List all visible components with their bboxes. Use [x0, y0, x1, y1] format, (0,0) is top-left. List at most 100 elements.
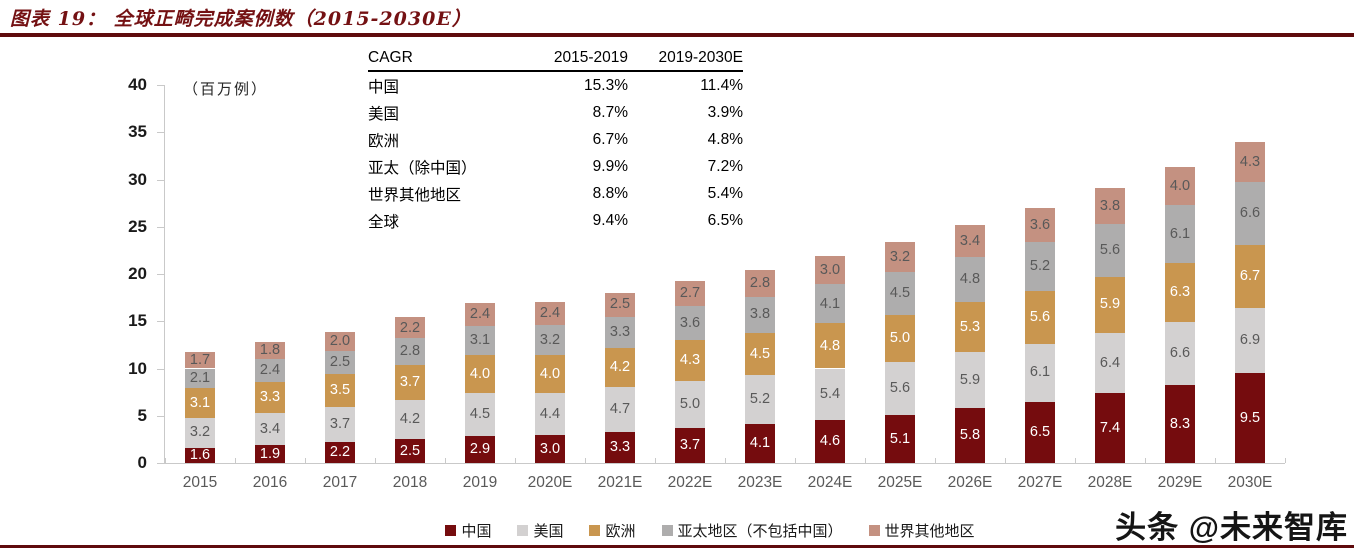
bar-segment: 4.5	[745, 332, 775, 376]
bar-segment: 3.7	[675, 428, 705, 463]
bar-segment: 5.1	[885, 414, 915, 463]
bar-segment-value: 3.2	[189, 424, 211, 441]
x-tick-mark	[655, 458, 656, 463]
x-tick-mark	[235, 458, 236, 463]
y-tick-mark	[157, 226, 164, 228]
bar-segment: 3.7	[395, 364, 425, 400]
cagr-row-label: 全球	[368, 213, 400, 231]
y-tick-label: 35	[128, 122, 147, 142]
bar-segment-value: 5.4	[819, 385, 841, 402]
legend-swatch-icon	[517, 525, 529, 536]
bar-segment-value: 4.7	[609, 401, 631, 418]
cagr-table-row: 中国 15.3% 11.4%	[368, 72, 743, 99]
bar-segment: 3.2	[535, 325, 565, 356]
bar-segment-value: 2.1	[189, 370, 211, 387]
bar-segment: 5.0	[885, 314, 915, 362]
cagr-header-metric: CAGR	[368, 49, 413, 66]
bar-segment: 6.1	[1025, 343, 1055, 402]
y-tick-label: 10	[128, 358, 147, 378]
bar-segment: 4.5	[465, 393, 495, 436]
bar-segment: 3.4	[955, 224, 985, 257]
bar-segment-value: 2.4	[259, 362, 281, 379]
y-tick-mark	[157, 132, 164, 134]
bar-segment: 4.8	[815, 323, 845, 369]
y-tick-label: 20	[128, 264, 147, 283]
bar-segment: 5.0	[675, 380, 705, 429]
x-tick-label: 2015	[182, 474, 218, 491]
x-tick-label: 2020E	[527, 474, 573, 491]
cagr-row-value-2015-2019: 8.7%	[592, 103, 628, 121]
cagr-row-value-2019-2030e: 5.4%	[707, 184, 743, 202]
bar-segment-value: 3.3	[609, 439, 631, 456]
bar-segment-value: 5.0	[889, 330, 911, 346]
bar-segment: 1.6	[185, 447, 215, 464]
cagr-table-row: 全球 9.4% 6.5%	[368, 207, 743, 234]
bar-segment: 4.5	[885, 272, 915, 315]
chart-legend: 中国 美国 欧洲 亚太地区（不包括中国） 世界其他地区	[410, 520, 1010, 541]
bar-segment: 3.0	[815, 256, 845, 285]
bar-segment-value: 2.5	[399, 442, 421, 459]
cagr-row-label: 世界其他地区	[368, 186, 462, 204]
cagr-row-value-2019-2030e: 4.8%	[707, 130, 743, 148]
x-tick-mark	[305, 458, 306, 463]
bar-segment-value: 2.8	[749, 275, 771, 292]
bar-segment-value: 4.2	[609, 359, 631, 376]
bar-segment: 5.2	[1025, 241, 1055, 291]
x-tick-label: 2023E	[737, 474, 783, 491]
x-tick-label: 2016	[252, 474, 288, 491]
bar-segment: 2.4	[465, 303, 495, 326]
bar-segment-value: 2.2	[329, 444, 351, 461]
bar-segment: 5.6	[1025, 291, 1055, 344]
y-tick-label: 30	[128, 169, 147, 189]
bar-segment: 5.4	[815, 368, 845, 420]
bar-segment-value: 6.6	[1239, 205, 1261, 222]
x-tick-label: 2021E	[597, 474, 643, 491]
cagr-table-header: CAGR 2015-2019 2019-2030E	[368, 46, 743, 72]
bar-segment: 2.2	[395, 317, 425, 339]
bar-segment-value: 5.0	[679, 396, 701, 413]
bar-segment: 1.8	[255, 342, 285, 360]
bar-segment: 4.1	[815, 284, 845, 324]
bar-segment-value: 3.7	[679, 437, 701, 454]
bar-segment: 2.4	[255, 359, 285, 382]
bar-segment-value: 6.7	[1239, 268, 1261, 285]
bar-segment: 3.6	[1025, 207, 1055, 242]
legend-item: 美国	[517, 520, 563, 541]
legend-item: 欧洲	[589, 520, 636, 541]
bar-segment-value: 3.4	[259, 420, 281, 437]
bar-segment-value: 2.5	[609, 296, 631, 313]
bar-segment-value: 1.7	[189, 352, 211, 369]
bar-segment-value: 4.1	[749, 435, 771, 452]
y-tick-label: 0	[137, 453, 147, 472]
bar-segment-value: 4.2	[399, 411, 421, 428]
bar-segment: 3.3	[605, 316, 635, 348]
bar-segment: 2.5	[605, 292, 635, 317]
bar-segment-value: 1.6	[189, 447, 211, 464]
bar-segment: 4.0	[1165, 167, 1195, 205]
legend-item: 中国	[445, 520, 491, 541]
bar-segment: 2.9	[465, 435, 495, 463]
bar-segment: 4.3	[675, 340, 705, 381]
bar-segment-value: 5.2	[1029, 258, 1051, 275]
bar-segment: 2.5	[395, 439, 425, 463]
bar-segment: 6.5	[1025, 401, 1055, 463]
y-tick-label: 5	[137, 405, 147, 425]
bar-segment-value: 2.0	[329, 332, 351, 349]
x-tick-mark	[445, 458, 446, 463]
bar-segment-value: 6.1	[1169, 225, 1191, 242]
bar-segment: 1.7	[185, 352, 215, 369]
bar-segment-value: 3.2	[539, 331, 561, 348]
bar-segment-value: 5.1	[889, 430, 911, 447]
x-tick-mark	[935, 458, 936, 463]
bar-segment: 5.9	[1095, 276, 1125, 333]
legend-label: 世界其他地区	[884, 523, 975, 540]
y-axis-unit-label: （百万例）	[183, 81, 269, 98]
cagr-row-label: 美国	[368, 105, 400, 123]
watermark-text: 头条 @未来智库	[1115, 510, 1348, 545]
x-axis-line	[157, 463, 1285, 464]
bar-segment: 3.6	[675, 306, 705, 341]
bar-segment-value: 4.6	[819, 433, 841, 449]
bar-segment-value: 5.3	[959, 319, 981, 336]
bar-segment: 3.1	[185, 388, 215, 418]
bar-segment: 4.7	[605, 387, 635, 432]
